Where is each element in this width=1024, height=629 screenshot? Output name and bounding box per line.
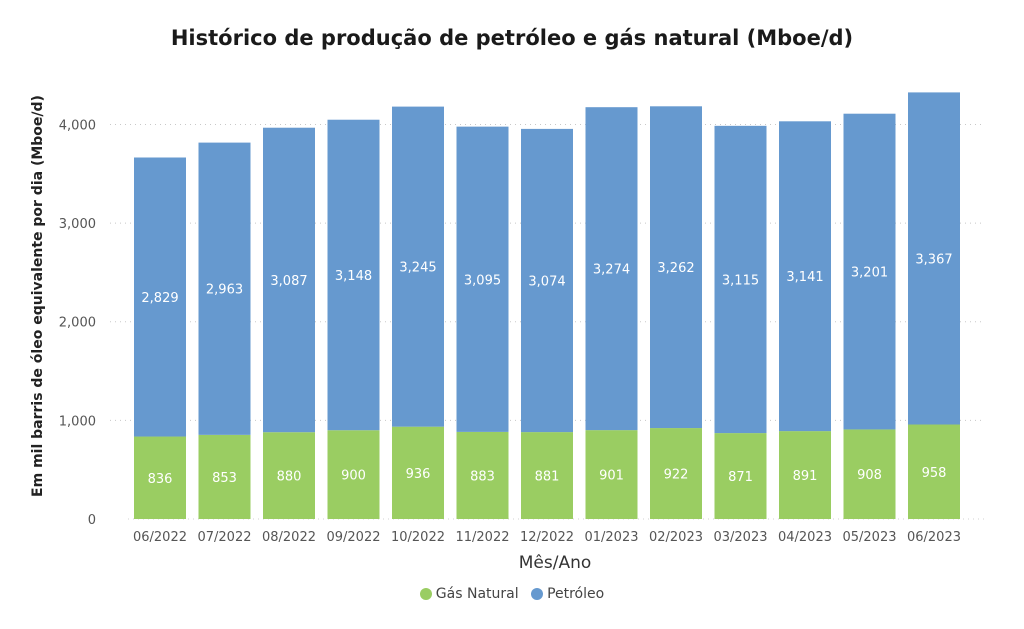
x-axis-title: Mês/Ano: [519, 553, 592, 573]
x-tick-label: 06/2022: [133, 530, 187, 545]
y-tick-label: 3,000: [59, 217, 96, 232]
bar-gas-natural[interactable]: [843, 429, 896, 519]
data-label-gas: 936: [406, 467, 431, 482]
data-label-oil: 2,963: [206, 283, 243, 298]
data-label-oil: 3,074: [528, 274, 565, 289]
x-tick-label: 05/2023: [842, 530, 896, 545]
bar-petroleo[interactable]: [198, 142, 251, 435]
legend: Gás Natural Petróleo: [0, 586, 1024, 604]
data-label-oil: 3,148: [335, 269, 372, 284]
data-label-oil: 3,245: [399, 261, 436, 276]
bar-petroleo[interactable]: [521, 128, 573, 433]
data-label-oil: 3,367: [915, 252, 952, 267]
legend-marker-oil: [531, 588, 544, 600]
data-label-oil: 3,115: [722, 273, 759, 288]
bar-petroleo[interactable]: [843, 113, 896, 430]
x-axis-ticks: 06/2022 07/2022 08/2022 09/2022 10/2022 11/20…: [133, 530, 961, 545]
data-label-oil: 3,095: [464, 273, 501, 288]
x-tick-label: 07/2022: [197, 530, 251, 545]
bar-gas-natural[interactable]: [521, 432, 573, 519]
bar-gas-natural[interactable]: [134, 436, 186, 519]
x-tick-label: 12/2022: [520, 530, 574, 545]
bar-gas-natural[interactable]: [263, 432, 315, 519]
bar-gas-natural[interactable]: [779, 431, 831, 519]
data-label-gas: 958: [922, 466, 947, 481]
bar-petroleo[interactable]: [650, 106, 702, 429]
x-tick-label: 02/2023: [649, 530, 703, 545]
x-tick-label: 03/2023: [713, 530, 767, 545]
x-tick-label: 01/2023: [584, 530, 638, 545]
bar-gas-natural[interactable]: [908, 424, 960, 519]
y-tick-label: 4,000: [59, 118, 96, 133]
data-label-gas: 853: [212, 471, 237, 486]
data-label-gas: 836: [148, 472, 173, 487]
x-tick-label: 11/2022: [455, 530, 509, 545]
bar-petroleo[interactable]: [263, 127, 315, 433]
bar-petroleo[interactable]: [908, 92, 960, 425]
data-label-gas: 883: [470, 469, 495, 484]
y-tick-label: 2,000: [59, 316, 96, 331]
bar-gas-natural[interactable]: [392, 426, 444, 519]
data-label-gas: 908: [857, 468, 882, 483]
bar-gas-natural[interactable]: [198, 434, 251, 519]
legend-label-oil: Petróleo: [547, 586, 605, 602]
y-tick-label: 1,000: [59, 414, 96, 429]
data-label-oil: 3,087: [270, 274, 307, 289]
bar-petroleo[interactable]: [779, 121, 831, 432]
data-label-gas: 922: [664, 468, 689, 483]
bar-gas-natural[interactable]: [714, 433, 767, 519]
data-label-oil: 3,262: [657, 261, 694, 276]
bar-petroleo[interactable]: [134, 157, 186, 437]
x-tick-label: 08/2022: [262, 530, 316, 545]
legend-item-oil[interactable]: Petróleo: [531, 586, 604, 602]
bar-gas-natural[interactable]: [585, 430, 638, 519]
x-tick-label: 09/2022: [326, 530, 380, 545]
bar-gas-natural[interactable]: [327, 430, 380, 519]
legend-marker-gas: [419, 588, 432, 600]
legend-item-gas[interactable]: Gás Natural: [419, 586, 519, 602]
gridlines: [110, 123, 985, 520]
x-tick-label: 04/2023: [778, 530, 832, 545]
data-label-oil: 3,274: [593, 263, 630, 278]
x-tick-label: 10/2022: [391, 530, 445, 545]
bar-gas-natural[interactable]: [650, 428, 702, 519]
x-tick-label: 06/2023: [907, 530, 961, 545]
bar-petroleo[interactable]: [585, 107, 638, 431]
data-label-gas: 900: [341, 469, 366, 484]
data-label-gas: 881: [535, 470, 560, 485]
data-label-oil: 3,141: [786, 270, 823, 285]
data-label-oil: 2,829: [141, 291, 178, 306]
chart-title: Histórico de produção de petróleo e gás …: [170, 26, 854, 50]
bar-petroleo[interactable]: [392, 106, 444, 427]
y-axis-ticks: 0 1,000 2,000 3,000 4,000: [59, 118, 96, 528]
bar-petroleo[interactable]: [456, 126, 509, 432]
bars: 836 2,829 853 2,963 880 3,087 900 3,148 936 3,245…: [134, 92, 960, 519]
data-label-gas: 871: [728, 470, 753, 485]
data-label-gas: 901: [599, 469, 624, 484]
bar-petroleo[interactable]: [714, 125, 767, 434]
y-axis-title: Em mil barris de óleo equivalente por di…: [30, 95, 46, 497]
y-tick-label: 0: [88, 513, 96, 528]
bar-petroleo[interactable]: [327, 119, 380, 431]
data-label-oil: 3,201: [851, 266, 888, 281]
data-label-gas: 891: [793, 469, 818, 484]
data-label-gas: 880: [277, 470, 302, 485]
legend-label-gas: Gás Natural: [435, 586, 519, 602]
bar-gas-natural[interactable]: [456, 431, 509, 519]
